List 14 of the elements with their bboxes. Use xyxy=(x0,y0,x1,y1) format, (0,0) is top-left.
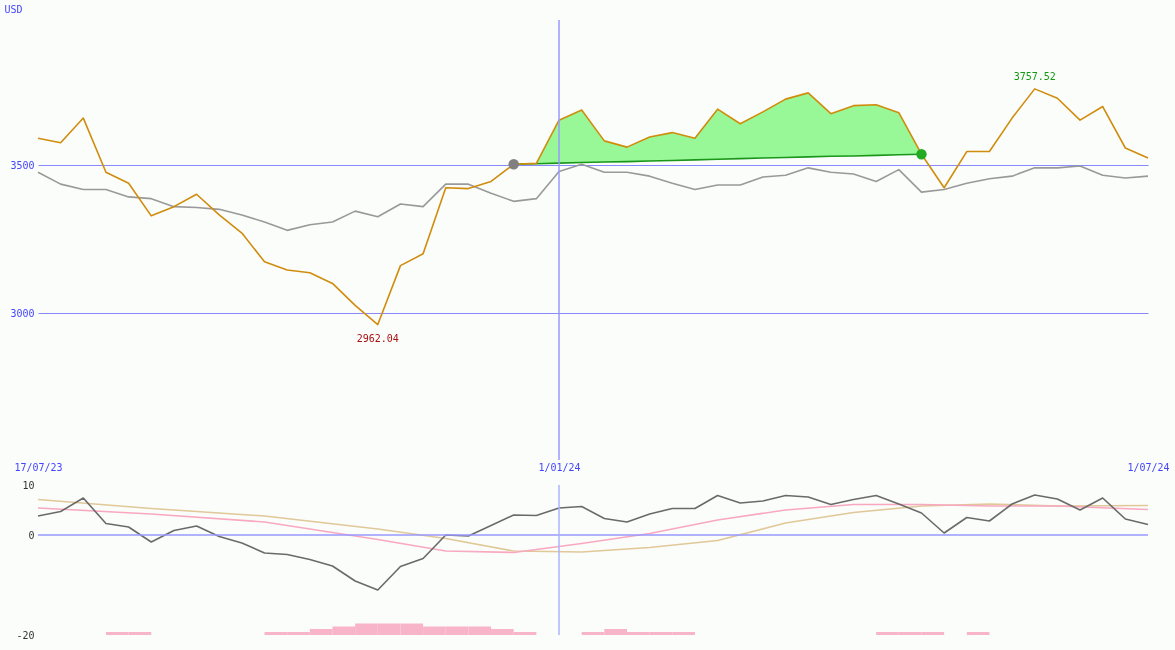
y-tick-label: 10 xyxy=(22,479,35,491)
annotation: 2962.04 xyxy=(356,332,399,344)
y-tick-label: 3000 xyxy=(10,307,35,319)
x-tick-label: 1/07/24 xyxy=(1127,461,1170,473)
y-tick-label: 0 xyxy=(28,529,35,541)
annotation: 3757.52 xyxy=(1013,70,1056,82)
line-series xyxy=(37,494,1149,591)
x-tick-label: 1/01/24 xyxy=(538,461,581,473)
line-series xyxy=(37,88,1149,326)
x-tick-label: 17/07/23 xyxy=(14,461,63,473)
line-series xyxy=(37,163,1149,232)
y-axis-title: USD xyxy=(4,3,23,15)
y-tick-label: -20 xyxy=(16,629,35,641)
y-tick-label: 3500 xyxy=(10,159,35,171)
